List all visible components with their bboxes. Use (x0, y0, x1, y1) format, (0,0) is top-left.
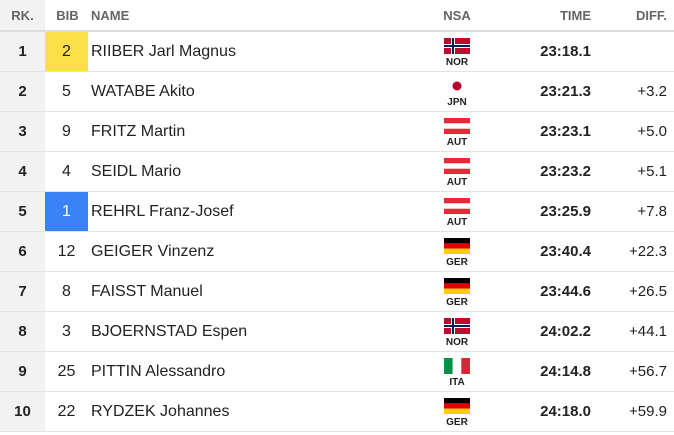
bib: 12 (57, 242, 76, 260)
bib: 22 (57, 402, 76, 420)
result-row: 4 4 SEIDL Mario AUT 23:23.2 +5.1 (0, 152, 674, 192)
flag-icon (444, 158, 470, 174)
time: 23:23.1 (540, 123, 591, 140)
flag (444, 398, 470, 414)
bib: 9 (62, 122, 71, 140)
rank: 8 (0, 312, 45, 351)
flag (444, 198, 470, 214)
time: 23:25.9 (540, 203, 591, 220)
nsa-code: AUT (446, 177, 468, 188)
rank: 7 (0, 272, 45, 311)
time: 23:18.1 (540, 43, 591, 60)
result-row: 9 25 PITTIN Alessandro ITA 24:14.8 +56.7 (0, 352, 674, 392)
athlete-name: WATABE Akito (91, 82, 195, 100)
diff: +22.3 (629, 243, 667, 260)
diff: +26.5 (629, 283, 667, 300)
header-row: RK. BIB NAME NSA TIME DIFF. (0, 0, 674, 32)
athlete-name: GEIGER Vinzenz (91, 242, 215, 260)
result-row: 10 22 RYDZEK Johannes GER 24:18.0 +59.9 (0, 392, 674, 432)
rank: 4 (0, 152, 45, 191)
flag-icon (444, 278, 470, 294)
flag-icon (444, 318, 470, 334)
bib: 5 (62, 82, 71, 100)
diff: +3.2 (637, 83, 667, 100)
time: 23:23.2 (540, 163, 591, 180)
rank: 6 (0, 232, 45, 271)
bib: 8 (62, 282, 71, 300)
athlete-name: FAISST Manuel (91, 282, 203, 300)
diff: +59.9 (629, 403, 667, 420)
nsa-code: GER (446, 297, 468, 308)
athlete-name: PITTIN Alessandro (91, 362, 226, 380)
bib: 4 (62, 162, 71, 180)
bib: 1 (45, 192, 88, 231)
nsa-code: NOR (445, 337, 469, 348)
time: 23:40.4 (540, 243, 591, 260)
athlete-name: FRITZ Martin (91, 122, 186, 140)
flag-icon (444, 118, 470, 134)
flag (444, 158, 470, 174)
rank: 3 (0, 112, 45, 151)
result-row: 5 1 REHRL Franz-Josef AUT 23:25.9 +7.8 (0, 192, 674, 232)
rank: 10 (0, 392, 45, 431)
flag (444, 38, 470, 54)
time: 24:14.8 (540, 363, 591, 380)
athlete-name: REHRL Franz-Josef (91, 202, 234, 220)
flag-icon (444, 238, 470, 254)
nsa-code: JPN (447, 97, 467, 108)
bib: 3 (62, 322, 71, 340)
nsa-code: AUT (446, 217, 468, 228)
result-row: 2 5 WATABE Akito JPN 23:21.3 +3.2 (0, 72, 674, 112)
time: 24:18.0 (540, 403, 591, 420)
result-row: 3 9 FRITZ Martin AUT 23:23.1 +5.0 (0, 112, 674, 152)
diff: +56.7 (629, 363, 667, 380)
athlete-name: RIIBER Jarl Magnus (91, 42, 236, 60)
result-row: 1 2 RIIBER Jarl Magnus NOR 23:18.1 (0, 32, 674, 72)
athlete-name: BJOERNSTAD Espen (91, 322, 248, 340)
nsa-code: NOR (445, 57, 469, 68)
nsa-code: GER (446, 417, 468, 428)
flag (444, 358, 470, 374)
diff: +44.1 (629, 323, 667, 340)
diff: +5.0 (637, 123, 667, 140)
header-nsa: NSA (443, 7, 471, 23)
athlete-name: SEIDL Mario (91, 162, 182, 180)
header-rank: RK. (0, 0, 45, 30)
flag (444, 118, 470, 134)
diff: +5.1 (637, 163, 667, 180)
flag-icon (444, 358, 470, 374)
rank: 2 (0, 72, 45, 111)
header-diff: DIFF. (635, 7, 667, 23)
bib: 25 (57, 362, 76, 380)
flag-icon (444, 78, 470, 94)
time: 23:44.6 (540, 283, 591, 300)
flag (444, 318, 470, 334)
nsa-code: ITA (449, 377, 465, 388)
diff: +7.8 (637, 203, 667, 220)
nsa-code: AUT (446, 137, 468, 148)
header-time: TIME (559, 7, 591, 23)
result-row: 8 3 BJOERNSTAD Espen NOR 24:02.2 +44.1 (0, 312, 674, 352)
header-bib: BIB (56, 7, 79, 23)
rank: 9 (0, 352, 45, 391)
nsa-code: GER (446, 257, 468, 268)
time: 23:21.3 (540, 83, 591, 100)
flag (444, 78, 470, 94)
result-row: 7 8 FAISST Manuel GER 23:44.6 +26.5 (0, 272, 674, 312)
time: 24:02.2 (540, 323, 591, 340)
bib: 2 (45, 32, 88, 71)
rank: 5 (0, 192, 45, 231)
flag (444, 238, 470, 254)
athlete-name: RYDZEK Johannes (91, 402, 230, 420)
flag-icon (444, 38, 470, 54)
flag-icon (444, 398, 470, 414)
rank: 1 (0, 32, 45, 71)
header-name: NAME (91, 7, 130, 23)
result-row: 6 12 GEIGER Vinzenz GER 23:40.4 +22.3 (0, 232, 674, 272)
flag-icon (444, 198, 470, 214)
flag (444, 278, 470, 294)
